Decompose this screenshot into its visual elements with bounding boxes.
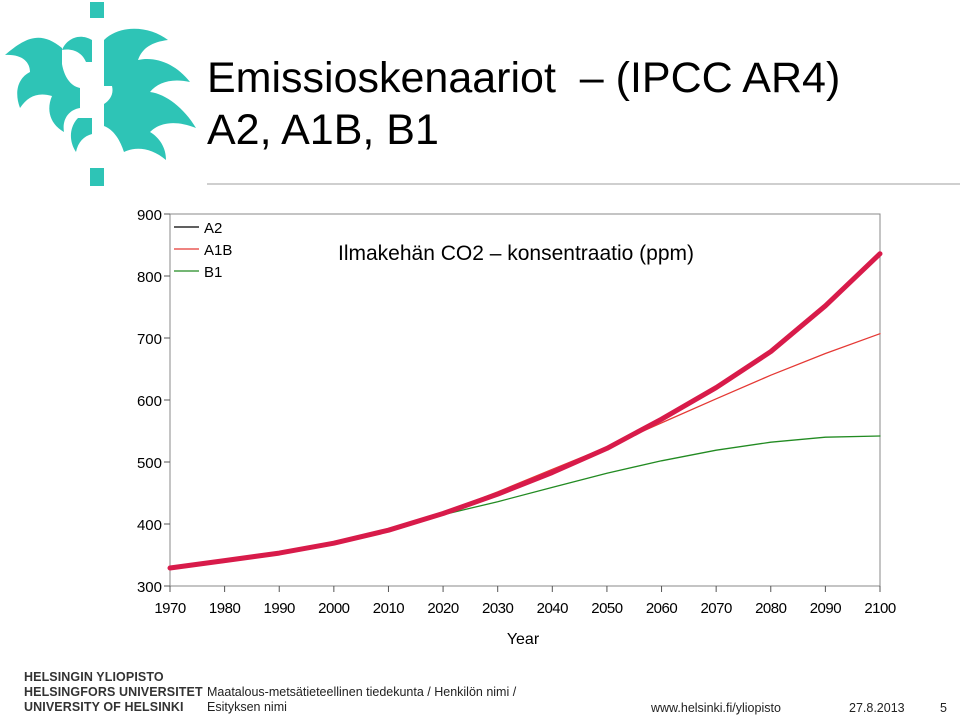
- x-tick-label: 2040: [537, 600, 569, 617]
- x-tick-label: 2090: [810, 600, 842, 617]
- slide-title-line2: A2, A1B, B1: [207, 106, 439, 154]
- y-tick-label: 900: [137, 207, 162, 224]
- university-name-block: HELSINGIN YLIOPISTO HELSINGFORS UNIVERSI…: [24, 670, 203, 715]
- x-tick-label: 2060: [646, 600, 678, 617]
- x-tick-label: 2100: [864, 600, 896, 617]
- university-name-en: UNIVERSITY OF HELSINKI: [24, 700, 184, 714]
- x-tick-label: 2010: [373, 600, 405, 617]
- y-tick-label: 400: [137, 517, 162, 534]
- x-tick-label: 2000: [318, 600, 350, 617]
- plot-frame: [169, 213, 881, 587]
- page-number: 5: [940, 701, 947, 715]
- y-axis: 300 400 500 600 700 800 900: [137, 207, 170, 596]
- y-tick-label: 600: [137, 393, 162, 410]
- title-divider: [207, 183, 960, 185]
- y-tick-label: 800: [137, 269, 162, 286]
- footer-date: 27.8.2013: [849, 701, 905, 715]
- x-tick-label: 2080: [755, 600, 787, 617]
- x-tick-label: 2030: [482, 600, 514, 617]
- x-tick-label: 1980: [209, 600, 241, 617]
- chart-title: Ilmakehän CO2 – konsentraatio (ppm): [338, 242, 694, 265]
- x-axis: 1970 1980 1990 2000 2010 2020 2030 2040 2050 2060…: [154, 586, 896, 617]
- university-name-sv: HELSINGFORS UNIVERSITET: [24, 685, 203, 699]
- footer-faculty: Maatalous-metsätieteellinen tiedekunta /…: [207, 685, 517, 714]
- footer-url[interactable]: www.helsinki.fi/yliopisto: [651, 701, 781, 715]
- x-axis-label: Year: [507, 631, 540, 648]
- x-tick-label: 2020: [427, 600, 459, 617]
- legend-label: A2: [204, 220, 222, 237]
- series-line-a2: [167, 251, 883, 571]
- slide-title-line1: Emissioskenaariot – (IPCC AR4): [207, 54, 841, 102]
- helsinki-flame-logo: [5, 2, 196, 186]
- x-tick-label: 2070: [700, 600, 732, 617]
- y-tick-label: 700: [137, 331, 162, 348]
- series-lines: [167, 251, 883, 571]
- slide-title: Emissioskenaariot – (IPCC AR4) A2, A1B, …: [207, 52, 840, 156]
- co2-chart: 300 400 500 600 700 800 900 1970 1980 1990 2000 20…: [137, 207, 896, 648]
- x-tick-label: 1990: [264, 600, 296, 617]
- y-tick-label: 500: [137, 455, 162, 472]
- x-tick-label: 1970: [154, 600, 186, 617]
- legend-label: A1B: [204, 242, 232, 259]
- series-line-b1: [169, 435, 881, 569]
- x-tick-label: 2050: [591, 600, 623, 617]
- series-line-a1b: [169, 333, 881, 569]
- legend: A2 A1B B1: [174, 220, 232, 281]
- y-tick-label: 300: [137, 579, 162, 596]
- university-name-fi: HELSINGIN YLIOPISTO: [24, 670, 164, 684]
- legend-label: B1: [204, 264, 222, 281]
